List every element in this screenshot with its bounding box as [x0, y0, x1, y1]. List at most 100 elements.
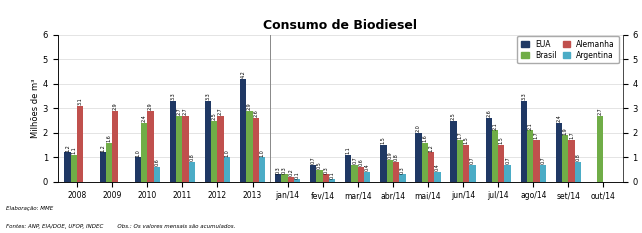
- Bar: [259, 157, 265, 182]
- Bar: [252, 118, 259, 182]
- Bar: [64, 152, 71, 182]
- Bar: [434, 172, 440, 182]
- Bar: [498, 145, 505, 182]
- Text: 2.7: 2.7: [177, 107, 182, 115]
- Bar: [310, 164, 317, 182]
- Text: 1.9: 1.9: [562, 127, 568, 134]
- Bar: [153, 167, 160, 182]
- Text: 1.7: 1.7: [457, 132, 462, 139]
- Bar: [294, 179, 300, 182]
- Text: 3.3: 3.3: [205, 93, 211, 100]
- Text: 4.2: 4.2: [241, 71, 245, 78]
- Bar: [451, 121, 456, 182]
- Legend: EUA, Brasil, Alemanha, Argentina: EUA, Brasil, Alemanha, Argentina: [517, 36, 619, 63]
- Text: 0.5: 0.5: [317, 161, 322, 169]
- Bar: [135, 157, 141, 182]
- Bar: [597, 116, 603, 182]
- Bar: [106, 143, 112, 182]
- Bar: [247, 111, 252, 182]
- Text: 2.5: 2.5: [212, 112, 217, 120]
- Bar: [505, 164, 511, 182]
- Bar: [562, 135, 568, 182]
- Bar: [275, 174, 281, 182]
- Bar: [100, 152, 106, 182]
- Bar: [189, 162, 195, 182]
- Text: 2.4: 2.4: [142, 115, 146, 122]
- Bar: [323, 174, 329, 182]
- Text: 2.5: 2.5: [451, 112, 456, 120]
- Text: 3.3: 3.3: [170, 93, 175, 100]
- Text: 1.2: 1.2: [100, 144, 105, 152]
- Bar: [534, 140, 539, 182]
- Text: 0.3: 0.3: [400, 166, 405, 174]
- Text: 1.1: 1.1: [71, 146, 76, 154]
- Text: 3.1: 3.1: [78, 97, 83, 105]
- Text: 2.1: 2.1: [528, 122, 533, 130]
- Text: 1.7: 1.7: [569, 132, 574, 139]
- Bar: [492, 130, 498, 182]
- Text: 1.6: 1.6: [107, 134, 112, 142]
- Bar: [386, 160, 393, 182]
- Bar: [77, 106, 83, 182]
- Bar: [422, 143, 428, 182]
- Text: 1.0: 1.0: [259, 149, 265, 157]
- Bar: [141, 123, 147, 182]
- Bar: [527, 130, 534, 182]
- Text: 2.6: 2.6: [486, 110, 491, 117]
- Text: 2.9: 2.9: [148, 103, 153, 110]
- Bar: [399, 174, 406, 182]
- Text: Elaboração: MME: Elaboração: MME: [6, 206, 54, 211]
- Text: 1.5: 1.5: [381, 137, 386, 144]
- Bar: [224, 157, 230, 182]
- Bar: [469, 164, 476, 182]
- Bar: [147, 111, 153, 182]
- Text: 2.6: 2.6: [253, 110, 258, 117]
- Text: 2.4: 2.4: [557, 115, 561, 122]
- Bar: [211, 121, 218, 182]
- Text: 1.6: 1.6: [422, 134, 428, 142]
- Text: 0.7: 0.7: [470, 156, 475, 164]
- Text: 0.4: 0.4: [365, 164, 370, 171]
- Text: 0.2: 0.2: [288, 168, 293, 176]
- Bar: [575, 162, 581, 182]
- Bar: [415, 133, 422, 182]
- Text: 1.1: 1.1: [346, 146, 351, 154]
- Text: 2.1: 2.1: [492, 122, 498, 130]
- Y-axis label: Milhões de m³: Milhões de m³: [31, 79, 40, 138]
- Bar: [329, 179, 335, 182]
- Bar: [182, 116, 189, 182]
- Text: 0.6: 0.6: [358, 159, 363, 166]
- Text: 0.6: 0.6: [154, 159, 159, 166]
- Text: 2.0: 2.0: [416, 124, 421, 132]
- Text: 2.9: 2.9: [113, 103, 118, 110]
- Text: 1.0: 1.0: [135, 149, 141, 157]
- Title: Consumo de Biodiesel: Consumo de Biodiesel: [263, 19, 417, 32]
- Text: 2.7: 2.7: [183, 107, 188, 115]
- Text: 0.7: 0.7: [540, 156, 545, 164]
- Text: 2.7: 2.7: [598, 107, 603, 115]
- Text: 0.1: 0.1: [295, 171, 300, 178]
- Bar: [521, 101, 527, 182]
- Bar: [364, 172, 370, 182]
- Bar: [428, 152, 434, 182]
- Bar: [456, 140, 463, 182]
- Text: 1.2: 1.2: [65, 144, 70, 152]
- Text: 1.5: 1.5: [464, 137, 469, 144]
- Bar: [463, 145, 469, 182]
- Text: 2.7: 2.7: [218, 107, 223, 115]
- Text: 1.7: 1.7: [534, 132, 539, 139]
- Text: 2.9: 2.9: [247, 103, 252, 110]
- Text: 0.4: 0.4: [435, 164, 440, 171]
- Text: 1.5: 1.5: [499, 137, 504, 144]
- Bar: [240, 79, 247, 182]
- Text: 0.9: 0.9: [387, 151, 392, 159]
- Text: 0.7: 0.7: [352, 156, 357, 164]
- Bar: [351, 164, 358, 182]
- Text: Fontes: ANP, EIA/DOE, UFOP, INDEC        Obs.: Os valores mensais são acumulados: Fontes: ANP, EIA/DOE, UFOP, INDEC Obs.: …: [6, 224, 236, 229]
- Bar: [281, 174, 288, 182]
- Text: 3.3: 3.3: [521, 93, 526, 100]
- Bar: [71, 155, 77, 182]
- Text: 0.3: 0.3: [282, 166, 287, 174]
- Bar: [205, 101, 211, 182]
- Text: 1.2: 1.2: [429, 144, 433, 152]
